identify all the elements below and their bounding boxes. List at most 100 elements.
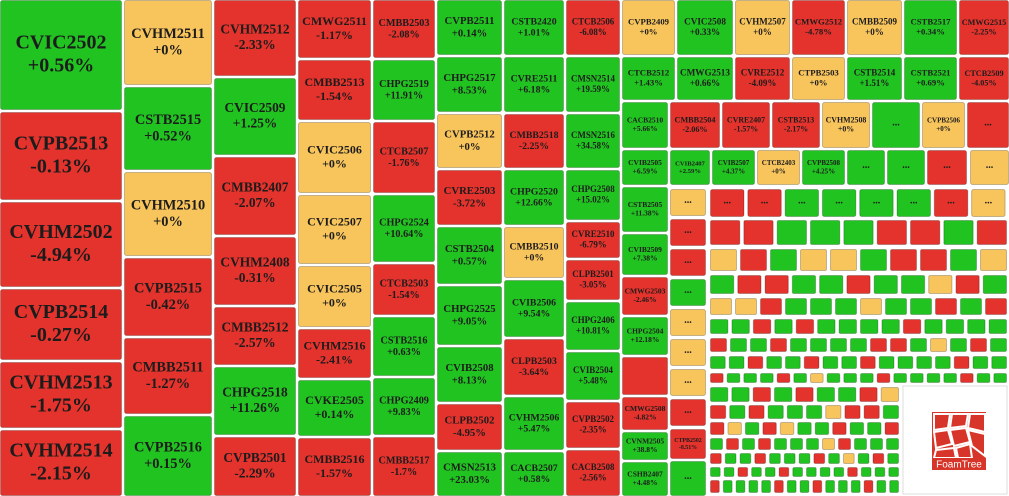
tile-name: CMBB2407 <box>222 180 289 195</box>
tile <box>860 298 882 315</box>
tile-change: +19.59% <box>576 84 610 94</box>
tile <box>893 373 907 383</box>
tile <box>850 338 867 352</box>
tile <box>950 338 967 352</box>
tile-name: CHPG2508 <box>571 184 615 194</box>
tile <box>670 309 706 336</box>
tile-name: CSTB2504 <box>445 243 495 255</box>
tile-name: CMBB2504 <box>675 115 716 124</box>
tile-change: +10.81% <box>576 325 610 335</box>
tile-name: CACB2510 <box>627 116 664 125</box>
tile-name: CVPB2512 <box>444 129 494 141</box>
tile <box>670 102 720 148</box>
tile <box>566 170 620 220</box>
tile <box>754 453 767 464</box>
tile <box>622 432 668 460</box>
tile <box>774 387 793 402</box>
tile-change: -2.57% <box>234 335 275 350</box>
tile-change: +0% <box>524 253 544 264</box>
tile <box>744 422 760 435</box>
tile-name: CVHM2513 <box>9 372 112 394</box>
tile <box>859 387 878 402</box>
tile-name: CVHM2508 <box>826 115 867 124</box>
tile <box>735 298 757 315</box>
tile-name: CVIB2505 <box>628 158 662 167</box>
tile-change: +11.91% <box>385 90 423 101</box>
tile-change: +0.15% <box>144 456 192 472</box>
tile-name: CMWG2503 <box>625 287 666 296</box>
tile-change: +12.18% <box>631 335 660 344</box>
tile-change: +0.57% <box>452 255 487 267</box>
tile <box>504 0 564 55</box>
tile-change: -8.51% <box>679 445 697 451</box>
tile-change: -2.15% <box>30 463 92 485</box>
tile-change: -1.17% <box>316 28 353 42</box>
tile-name: CHPG2524 <box>379 217 429 228</box>
tile-name: CVNM2505 <box>626 437 665 446</box>
tile <box>124 172 212 256</box>
tile <box>214 367 296 435</box>
tile <box>806 438 819 450</box>
tile <box>830 249 857 271</box>
tile <box>900 275 926 294</box>
tile-name: CHPG2525 <box>443 303 495 315</box>
tile <box>735 57 790 100</box>
tile-name: CSTB2420 <box>511 16 556 27</box>
tile-change: -2.06% <box>682 125 707 134</box>
tile <box>710 453 722 464</box>
tile <box>774 319 793 334</box>
tile-name: CMWG2512 <box>795 17 842 27</box>
tile-more: ... <box>892 117 900 128</box>
tile <box>910 220 941 245</box>
tile-name: CACB2507 <box>510 463 557 474</box>
tile <box>795 319 815 334</box>
tile <box>504 227 564 278</box>
tile <box>874 467 886 477</box>
tile <box>298 0 371 58</box>
tile <box>504 170 564 225</box>
tile <box>735 480 746 493</box>
tile-change: -2.56% <box>579 472 606 482</box>
tile-change: +0.63% <box>387 347 421 358</box>
tile-name: CVIB2509 <box>628 245 662 254</box>
tile <box>854 438 867 450</box>
tile <box>886 438 899 450</box>
tile <box>710 319 729 334</box>
tile <box>982 275 1008 294</box>
tile-change: +8.53% <box>452 84 487 96</box>
tile <box>802 150 845 185</box>
tile-name: CVIB2508 <box>445 362 493 374</box>
tile-change: +6.59% <box>633 167 658 176</box>
tile <box>792 57 845 100</box>
tile-change: +0.34% <box>916 27 945 37</box>
tile <box>731 387 750 402</box>
tile-change: +0% <box>936 125 951 133</box>
tile <box>298 266 371 327</box>
tile <box>566 114 620 168</box>
tile <box>993 373 1007 383</box>
tile-change: -4.82% <box>633 413 656 422</box>
tile-change: +0% <box>865 27 884 37</box>
tile-name: CTPB2503 <box>798 68 839 78</box>
tile <box>298 195 371 264</box>
tile <box>985 298 1007 315</box>
tile <box>846 275 871 294</box>
tile <box>743 220 774 245</box>
tile-change: -0.31% <box>234 270 275 285</box>
tile-more: ... <box>684 225 692 236</box>
tile <box>859 189 894 217</box>
tile <box>373 317 435 376</box>
tile-change: +0.14% <box>452 27 487 39</box>
tile-name: CHPG2518 <box>222 385 288 400</box>
tile <box>729 405 746 419</box>
tile-more: ... <box>873 195 881 206</box>
tile <box>884 422 900 435</box>
tile <box>747 189 782 217</box>
tile <box>710 338 727 352</box>
tile <box>298 329 371 378</box>
tile-change: +5.48% <box>578 375 608 385</box>
tile <box>843 220 874 245</box>
tile <box>670 429 706 459</box>
tile <box>670 369 706 396</box>
